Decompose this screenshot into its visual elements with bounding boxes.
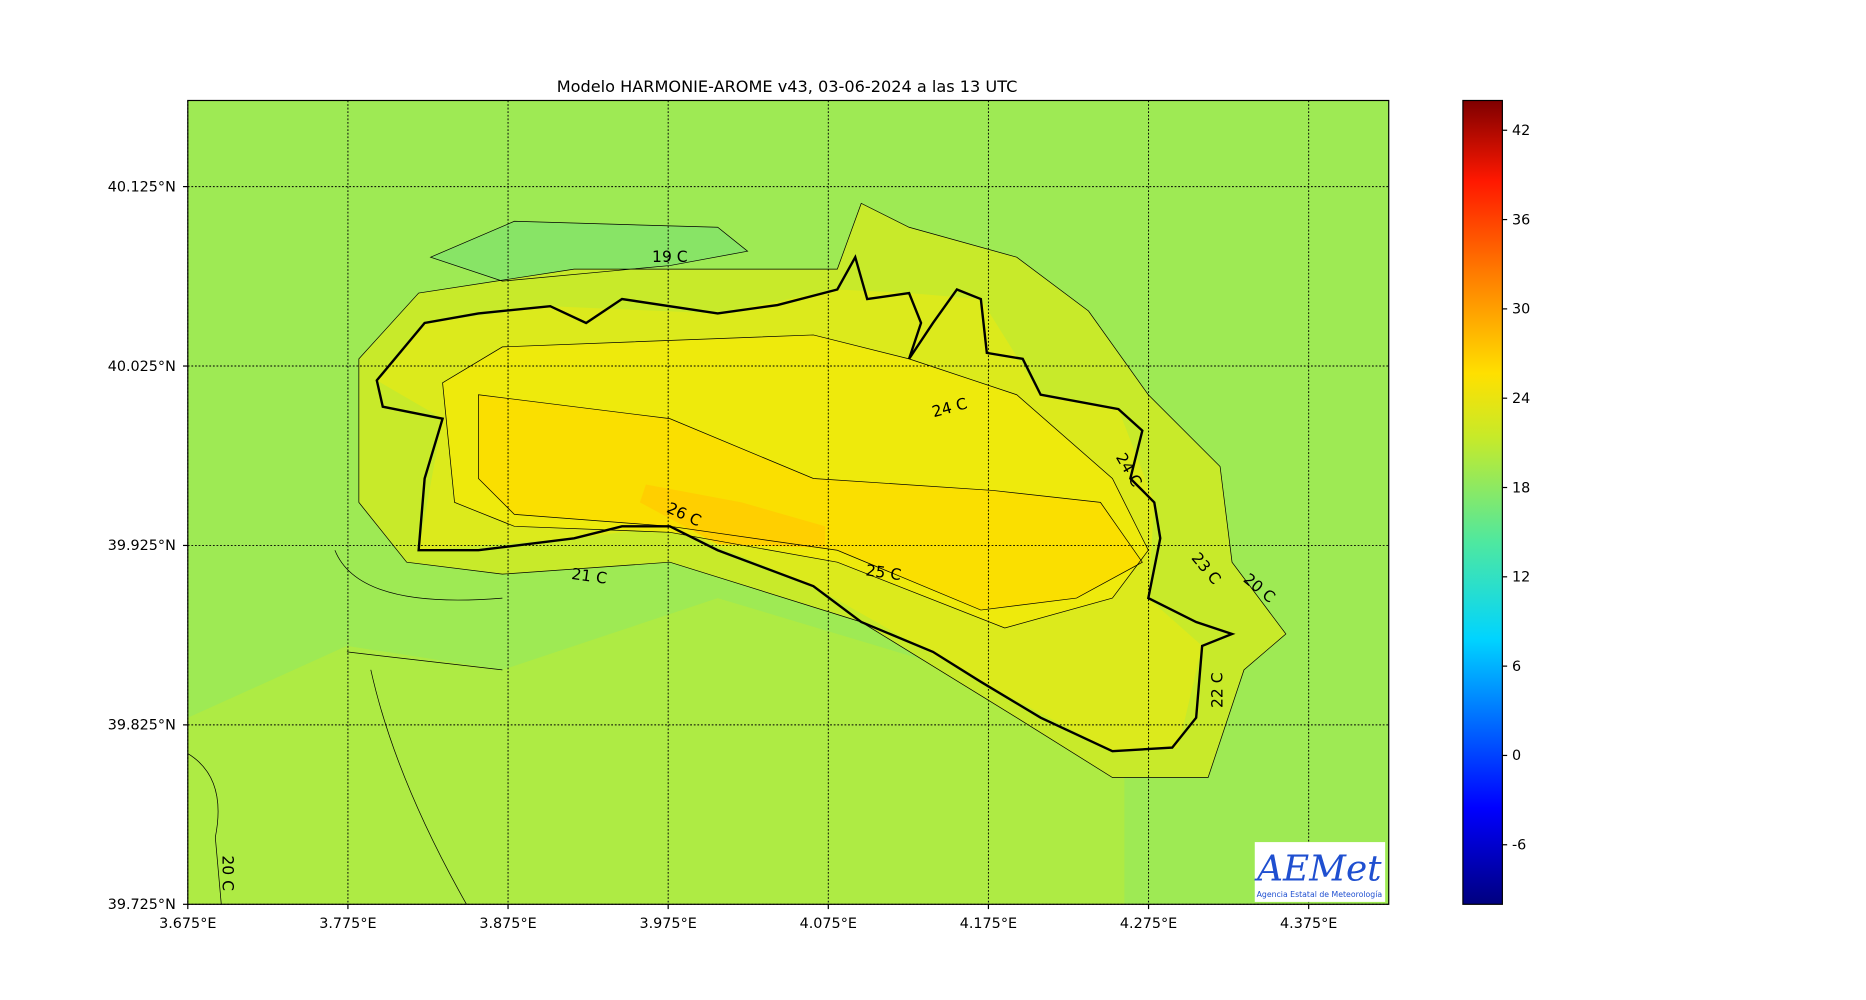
x-tick-label: 4.175°E <box>960 916 1017 932</box>
x-tick-label: 3.775°E <box>319 916 376 932</box>
colorbar-tick-label: 24 <box>1512 391 1530 407</box>
contour-label: 21 C <box>570 565 608 588</box>
colorbar-tick-label: 18 <box>1512 480 1530 496</box>
y-tick-label: 39.725°N <box>108 897 176 913</box>
y-tick-label: 39.825°N <box>108 718 176 734</box>
contour-label: 25 C <box>865 561 903 584</box>
colorbar-tick-label: -6 <box>1512 838 1526 854</box>
cool-patch <box>430 221 748 282</box>
x-tick-label: 4.375°E <box>1280 916 1337 932</box>
contour-label: 22 C <box>1208 672 1226 708</box>
temperature-field <box>187 100 1389 905</box>
contour-label: 19 C <box>652 248 688 266</box>
y-tick-label: 40.125°N <box>108 179 176 195</box>
logo-subtitle: Agencia Estatal de Meteorología <box>1257 890 1383 899</box>
colorbar-tick-label: 12 <box>1512 570 1530 586</box>
colorbar-tick-label: 42 <box>1512 123 1530 139</box>
y-tick-label: 39.925°N <box>108 538 176 554</box>
warm-sea <box>187 598 1125 905</box>
x-tick-label: 4.075°E <box>800 916 857 932</box>
x-tick-label: 3.875°E <box>479 916 536 932</box>
colorbar-tick-label: 36 <box>1512 212 1530 228</box>
map-title: Modelo HARMONIE-AROME v43, 03-06-2024 a … <box>557 77 1018 96</box>
y-tick-label: 40.025°N <box>108 359 176 375</box>
x-tick-label: 4.275°E <box>1120 916 1177 932</box>
plot-frame <box>187 99 1390 905</box>
contour-label: 20 C <box>218 855 236 891</box>
logo-box <box>1254 842 1386 902</box>
x-tick-label: 3.975°E <box>640 916 697 932</box>
colorbar-tick-label: 30 <box>1512 302 1530 318</box>
logo-name: AEMet <box>1254 848 1382 889</box>
colorbar-tick-label: 6 <box>1512 659 1521 675</box>
band-26 <box>639 484 826 548</box>
coastline <box>375 254 1236 753</box>
colorbar <box>1462 99 1503 905</box>
logo: AEMet Agencia Estatal de Meteorología <box>1254 842 1386 902</box>
colorbar-tick-label: 0 <box>1512 748 1521 764</box>
x-tick-label: 3.675°E <box>159 916 216 932</box>
band-25 <box>478 394 1143 611</box>
